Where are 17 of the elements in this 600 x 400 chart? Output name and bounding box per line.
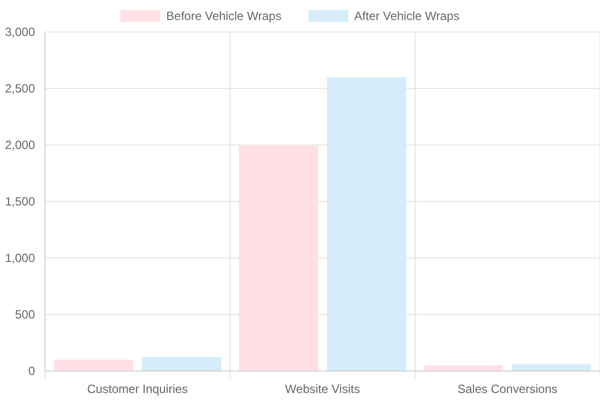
y-tick-label: 2,500 [4, 82, 36, 96]
bar [238, 145, 318, 371]
bar [54, 360, 134, 371]
bar [326, 77, 406, 371]
legend-label: After Vehicle Wraps [354, 9, 460, 23]
y-tick-label: 3,000 [4, 25, 36, 40]
y-tick-label: 2,000 [4, 138, 36, 152]
y-tick-label: 1,500 [4, 194, 36, 209]
x-tick-label: Customer Inquiries [87, 382, 188, 396]
y-tick-label: 0 [28, 364, 36, 378]
y-tick-label: 1,000 [4, 251, 36, 266]
y-tick-label: 500 [14, 308, 36, 322]
legend-label: Before Vehicle Wraps [166, 9, 282, 23]
bar [142, 356, 222, 371]
x-tick-label: Website Visits [285, 382, 360, 396]
bar [512, 364, 592, 371]
x-tick-label: Sales Conversions [457, 382, 558, 396]
